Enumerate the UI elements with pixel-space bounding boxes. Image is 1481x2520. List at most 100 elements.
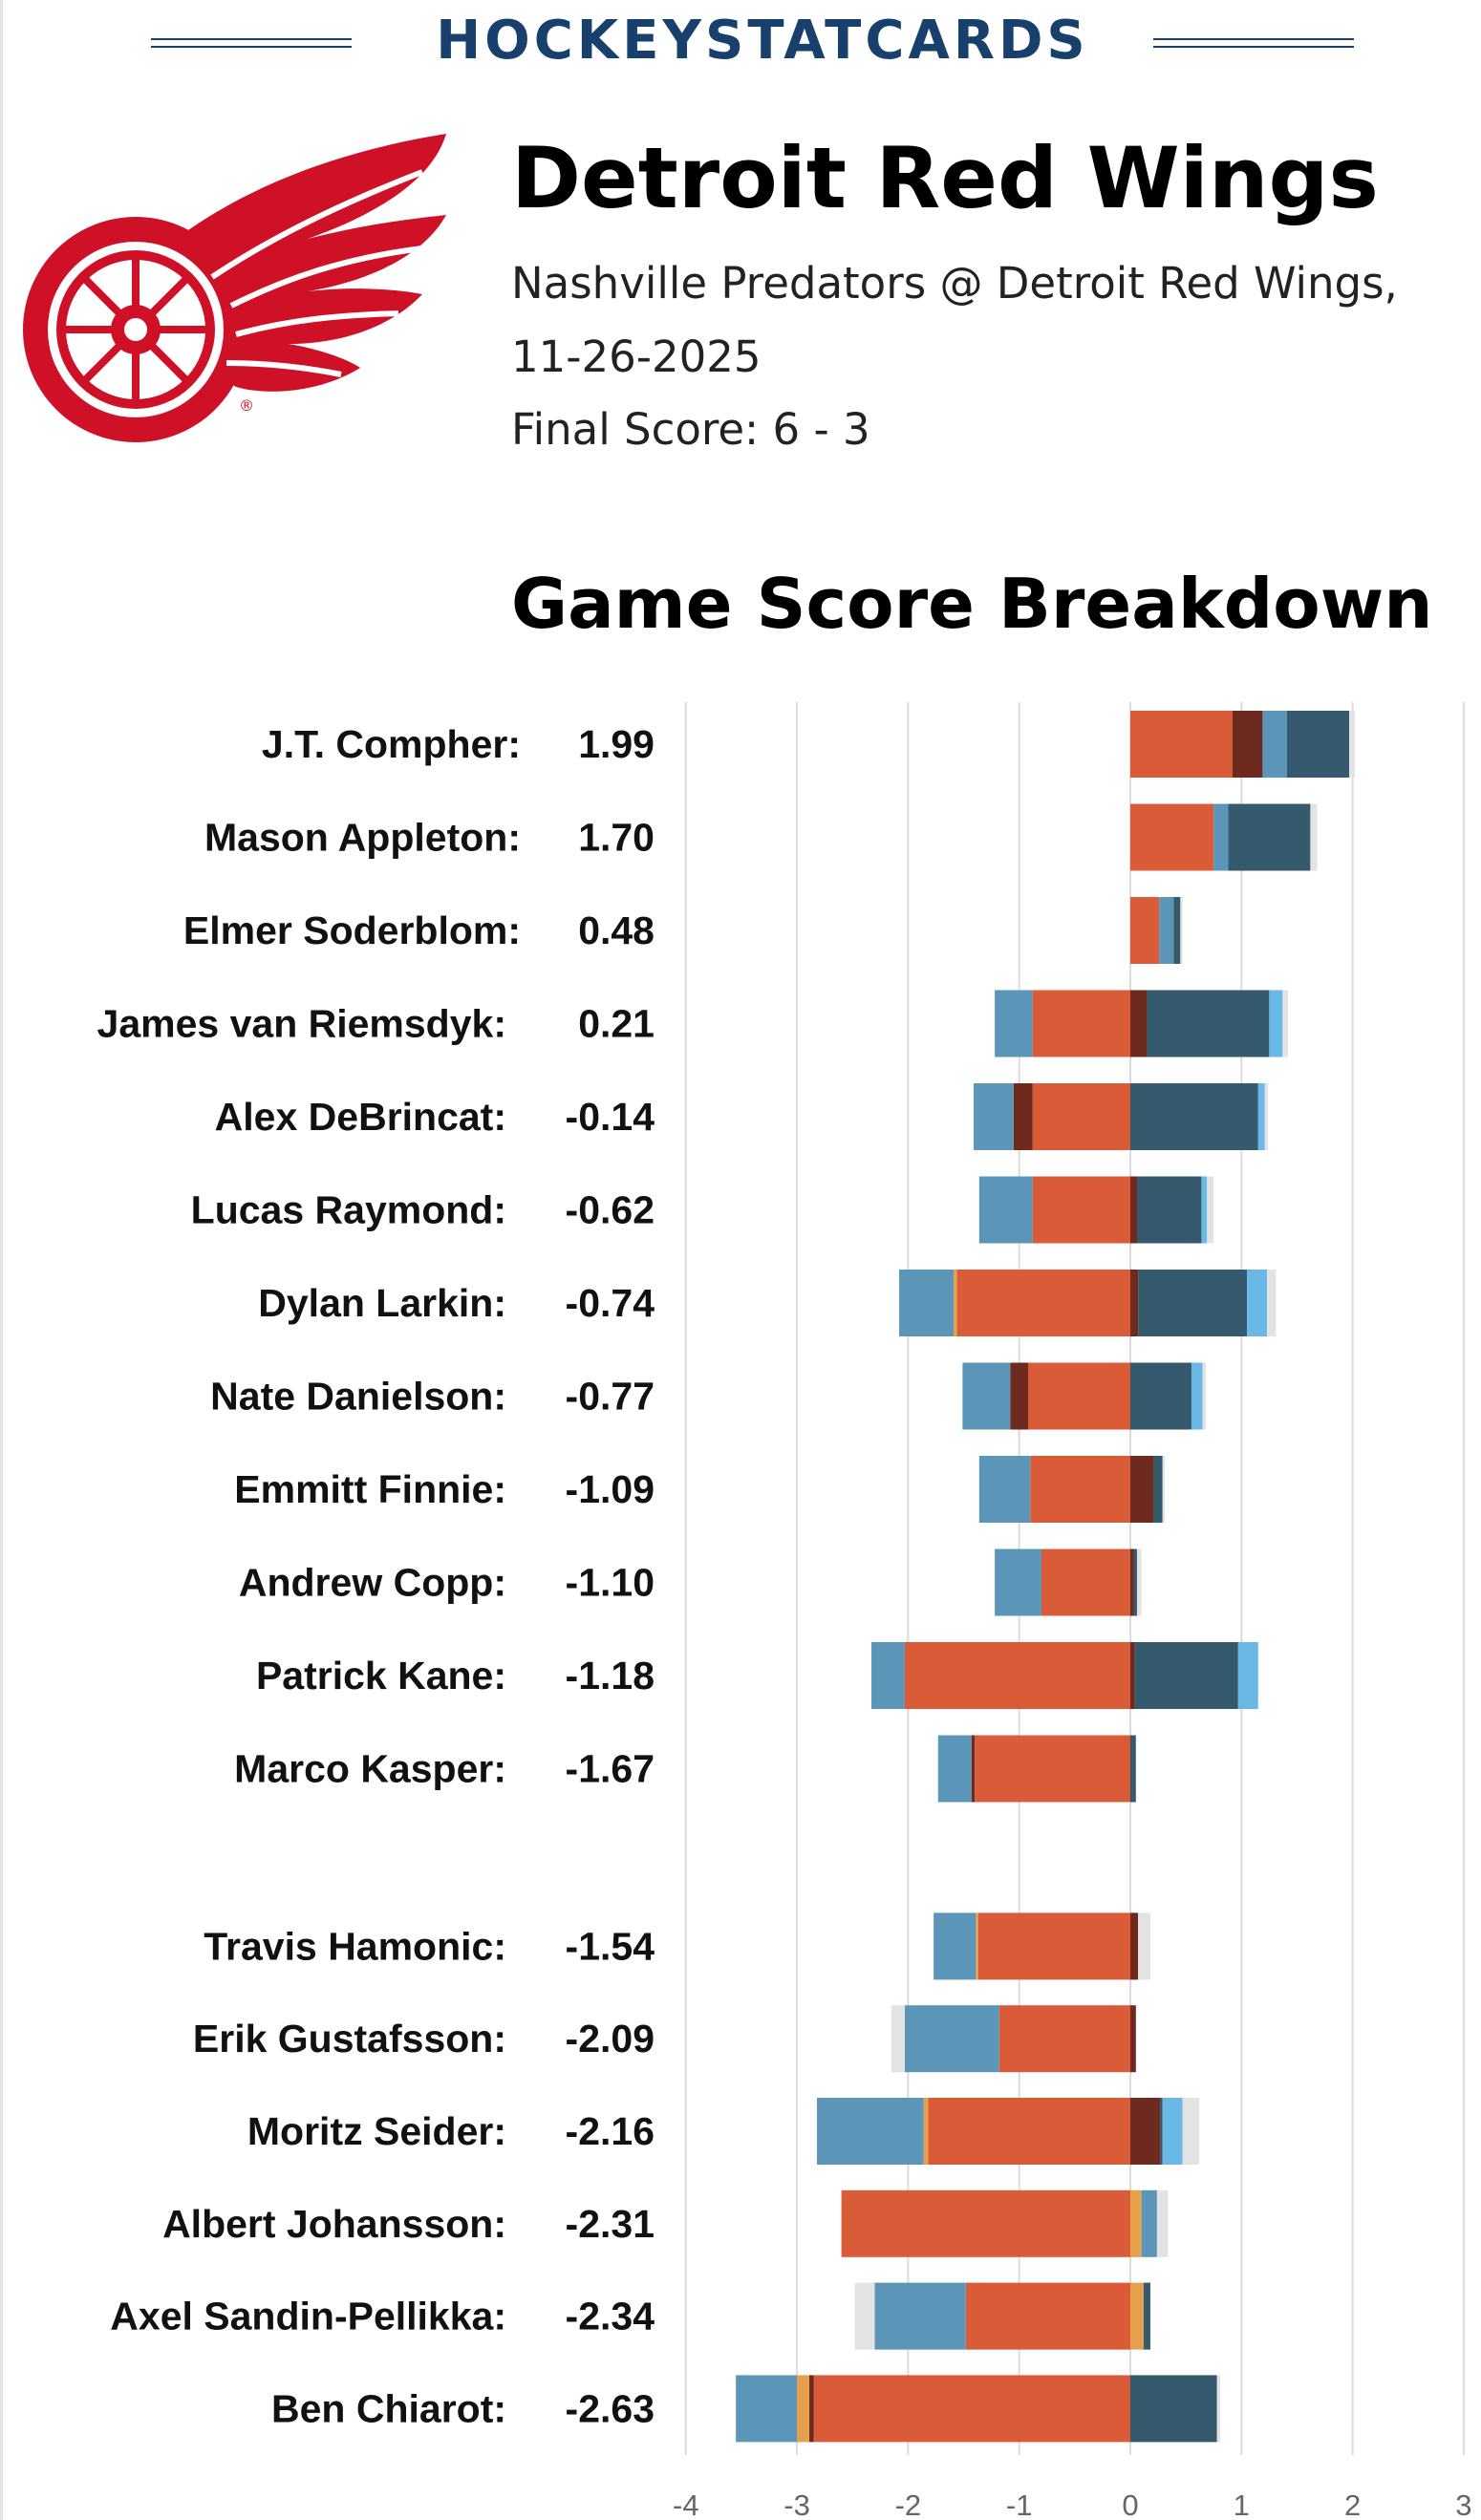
bar-segment xyxy=(1130,1083,1258,1150)
bar-segment xyxy=(1130,897,1160,964)
bar-segment xyxy=(1310,803,1318,871)
bar-segment xyxy=(1216,2375,1221,2443)
x-tick-label: -4 xyxy=(673,2488,699,2520)
bar-segment xyxy=(1133,1548,1137,1616)
svg-text:®: ® xyxy=(239,396,254,415)
player-name-label: Elmer Soderblom: xyxy=(183,908,521,952)
player-score-label: -1.10 xyxy=(566,1561,655,1605)
player-name-label: Marco Kasper: xyxy=(234,1747,506,1791)
player-score-label: 1.99 xyxy=(578,722,655,766)
bar-segment xyxy=(813,2375,1130,2443)
bar-segment xyxy=(1202,1362,1207,1430)
brand-banner: HOCKEYSTATCARDS xyxy=(0,0,1481,92)
bar-segment xyxy=(1143,2282,1150,2350)
bar-segment xyxy=(1032,1083,1130,1150)
bar-segment xyxy=(1173,897,1181,964)
bar-segment xyxy=(1162,1456,1166,1523)
player-name-label: Lucas Raymond: xyxy=(191,1188,506,1232)
bar-segment xyxy=(962,1362,1011,1430)
bar-segment xyxy=(1041,1548,1130,1616)
bar-segment xyxy=(797,2375,809,2443)
bar-segment xyxy=(854,2282,875,2350)
bar-segment xyxy=(975,1735,1130,1803)
bar-segment xyxy=(928,2098,1130,2165)
bar-segment xyxy=(1130,2189,1142,2257)
bar-segment xyxy=(1138,1912,1150,1980)
player-name-label: Patrick Kane: xyxy=(256,1654,506,1698)
bar-segment xyxy=(1286,711,1350,778)
player-score-label: 0.48 xyxy=(578,908,655,952)
game-date: 11-26-2025 xyxy=(511,331,762,382)
bar-segment xyxy=(978,1176,1033,1244)
player-score-label: -1.54 xyxy=(566,1924,655,1968)
bar-segment xyxy=(1147,990,1270,1057)
x-tick-label: -3 xyxy=(783,2488,810,2520)
chart-title: Game Score Breakdown xyxy=(511,564,1433,644)
player-score-label: -1.18 xyxy=(566,1654,655,1698)
bar-segment xyxy=(1156,2189,1169,2257)
bar-segment xyxy=(899,1270,955,1336)
bar-segment xyxy=(978,1456,1031,1523)
bar-segment xyxy=(1130,2005,1136,2073)
player-name-label: Nate Danielson: xyxy=(210,1375,506,1419)
bar-segment xyxy=(904,2005,999,2073)
x-tick-label: -1 xyxy=(1006,2488,1033,2520)
player-name-label: Andrew Copp: xyxy=(239,1561,506,1605)
page-left-border xyxy=(0,0,3,2520)
bar-segment xyxy=(1130,1912,1139,1980)
player-name-label: Axel Sandin-Pellikka: xyxy=(110,2295,506,2338)
bar-segment xyxy=(871,1642,905,1709)
bar-segment xyxy=(1130,1176,1137,1244)
bar-segment xyxy=(891,2005,905,2073)
banner-rule-right xyxy=(1153,38,1354,48)
bar-segment xyxy=(965,2282,1130,2350)
bar-segment xyxy=(1130,990,1148,1057)
brand-wordmark: HOCKEYSTATCARDS xyxy=(436,10,1089,72)
player-name-label: Dylan Larkin: xyxy=(258,1281,506,1325)
player-score-label: 0.21 xyxy=(578,1002,655,1046)
x-tick-label: 1 xyxy=(1234,2488,1250,2520)
bar-segment xyxy=(976,1912,978,1980)
bar-segment xyxy=(1201,1176,1208,1244)
bar-segment xyxy=(736,2375,798,2443)
bar-segment xyxy=(1030,1456,1130,1523)
bar-segment xyxy=(954,1270,957,1336)
player-name-label: Travis Hamonic: xyxy=(204,1924,506,1968)
bar-segment xyxy=(1282,990,1289,1057)
player-score-label: -0.62 xyxy=(566,1188,655,1232)
bar-segment xyxy=(1159,897,1174,964)
player-name-label: Ben Chiarot: xyxy=(271,2386,506,2430)
bar-segment xyxy=(1232,711,1263,778)
bar-segment xyxy=(1207,1176,1214,1244)
bar-segment xyxy=(1237,1642,1258,1709)
bar-segment xyxy=(1182,2098,1200,2165)
player-name-label: J.T. Compher: xyxy=(262,722,521,766)
player-name-label: Albert Johansson: xyxy=(162,2202,506,2246)
bar-segment xyxy=(1247,1270,1268,1336)
bar-segment xyxy=(1269,990,1283,1057)
bar-segment xyxy=(934,1912,977,1980)
player-score-label: -2.31 xyxy=(566,2202,655,2246)
bar-segment xyxy=(1130,1362,1191,1430)
bar-segment xyxy=(904,1642,1130,1709)
bar-segment xyxy=(1191,1362,1203,1430)
bar-segment xyxy=(1130,711,1233,778)
bar-segment xyxy=(1136,1548,1142,1616)
banner-rule-left xyxy=(151,38,352,48)
final-score: Final Score: 6 - 3 xyxy=(511,404,870,455)
player-score-label: -2.63 xyxy=(566,2386,655,2430)
bar-segment xyxy=(1267,711,1287,778)
bar-segment xyxy=(1213,803,1229,871)
bar-segment xyxy=(1032,990,1130,1057)
bar-segment xyxy=(817,2098,924,2165)
player-score-label: -2.16 xyxy=(566,2109,655,2153)
bar-segment xyxy=(1130,1735,1136,1803)
bar-segment xyxy=(1349,711,1355,778)
bar-segment xyxy=(1267,1270,1277,1336)
bar-segment xyxy=(937,1735,972,1803)
bar-segment xyxy=(1130,1642,1135,1709)
player-score-label: -1.09 xyxy=(566,1467,655,1511)
bar-segment xyxy=(1136,1176,1202,1244)
player-score-label: -2.09 xyxy=(566,2017,655,2061)
